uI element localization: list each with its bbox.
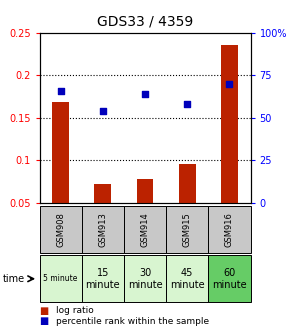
Text: 5 minute: 5 minute: [43, 274, 78, 283]
Text: 15
minute: 15 minute: [86, 268, 120, 290]
Point: [58, 88, 63, 93]
Text: 30
minute: 30 minute: [128, 268, 162, 290]
Text: GSM915: GSM915: [183, 212, 192, 247]
Text: ■: ■: [40, 306, 49, 316]
Text: log ratio: log ratio: [56, 306, 93, 315]
Point: [143, 91, 147, 96]
Text: time: time: [3, 274, 25, 284]
Text: percentile rank within the sample: percentile rank within the sample: [56, 317, 209, 326]
Bar: [221, 45, 238, 245]
Text: GSM913: GSM913: [98, 212, 107, 247]
Bar: [179, 164, 196, 245]
Text: 45
minute: 45 minute: [170, 268, 205, 290]
Title: GDS33 / 4359: GDS33 / 4359: [97, 15, 193, 29]
Point: [227, 81, 232, 86]
Text: GSM914: GSM914: [141, 212, 149, 247]
Text: GSM916: GSM916: [225, 212, 234, 247]
Point: [100, 108, 105, 113]
Bar: [94, 184, 111, 245]
Bar: [52, 102, 69, 245]
Text: ■: ■: [40, 316, 49, 326]
Text: GSM908: GSM908: [56, 212, 65, 247]
Text: 60
minute: 60 minute: [212, 268, 247, 290]
Point: [185, 101, 190, 107]
Bar: [137, 179, 154, 245]
